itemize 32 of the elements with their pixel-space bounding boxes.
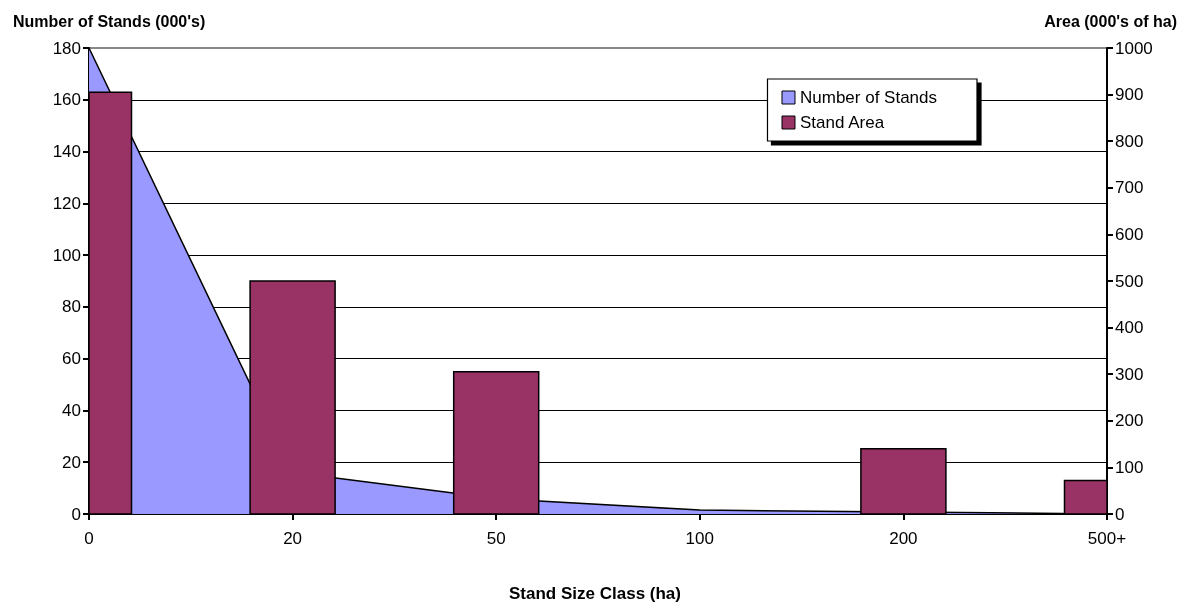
y-tick-label: 120 <box>52 193 81 213</box>
y-tick-label: 80 <box>62 297 81 317</box>
x-axis-title: Stand Size Class (ha) <box>509 584 681 603</box>
y-tick-label: 60 <box>62 349 81 369</box>
y-tick-label: 0 <box>71 504 81 524</box>
legend-label: Number of Stands <box>799 88 937 107</box>
x-tick-label: 200 <box>889 529 918 548</box>
y-tick-label: 160 <box>52 90 81 110</box>
y-tick-label: 20 <box>62 452 81 472</box>
x-tick-label: 500+ <box>1087 529 1127 548</box>
y2-tick-label: 1000 <box>1115 38 1153 58</box>
y2-tick-label: 0 <box>1115 504 1125 524</box>
x-tick-label: 100 <box>685 529 714 548</box>
y2-tick-label: 500 <box>1115 271 1144 291</box>
legend-label: Stand Area <box>799 113 885 132</box>
y2-tick-label: 600 <box>1115 224 1144 244</box>
y2-tick-label: 800 <box>1115 131 1144 151</box>
y2-tick-label: 200 <box>1115 411 1144 431</box>
y-tick-label: 180 <box>52 38 81 58</box>
y2-tick-label: 900 <box>1115 85 1144 105</box>
y2-tick-label: 400 <box>1115 318 1144 338</box>
x-tick-label: 50 <box>486 529 506 548</box>
y-tick-label: 100 <box>52 245 81 265</box>
y-axis-title: Number of Stands (000's) <box>13 12 206 30</box>
x-tick-label: 0 <box>84 529 94 548</box>
x-tick-label: 20 <box>283 529 303 548</box>
y2-tick-label: 700 <box>1115 178 1144 198</box>
y2-axis-title: Area (000's of ha) <box>1044 12 1178 30</box>
y-tick-label: 140 <box>52 142 81 162</box>
y2-tick-label: 100 <box>1115 457 1144 477</box>
y2-tick-label: 300 <box>1115 364 1144 384</box>
y-tick-label: 40 <box>62 400 81 420</box>
